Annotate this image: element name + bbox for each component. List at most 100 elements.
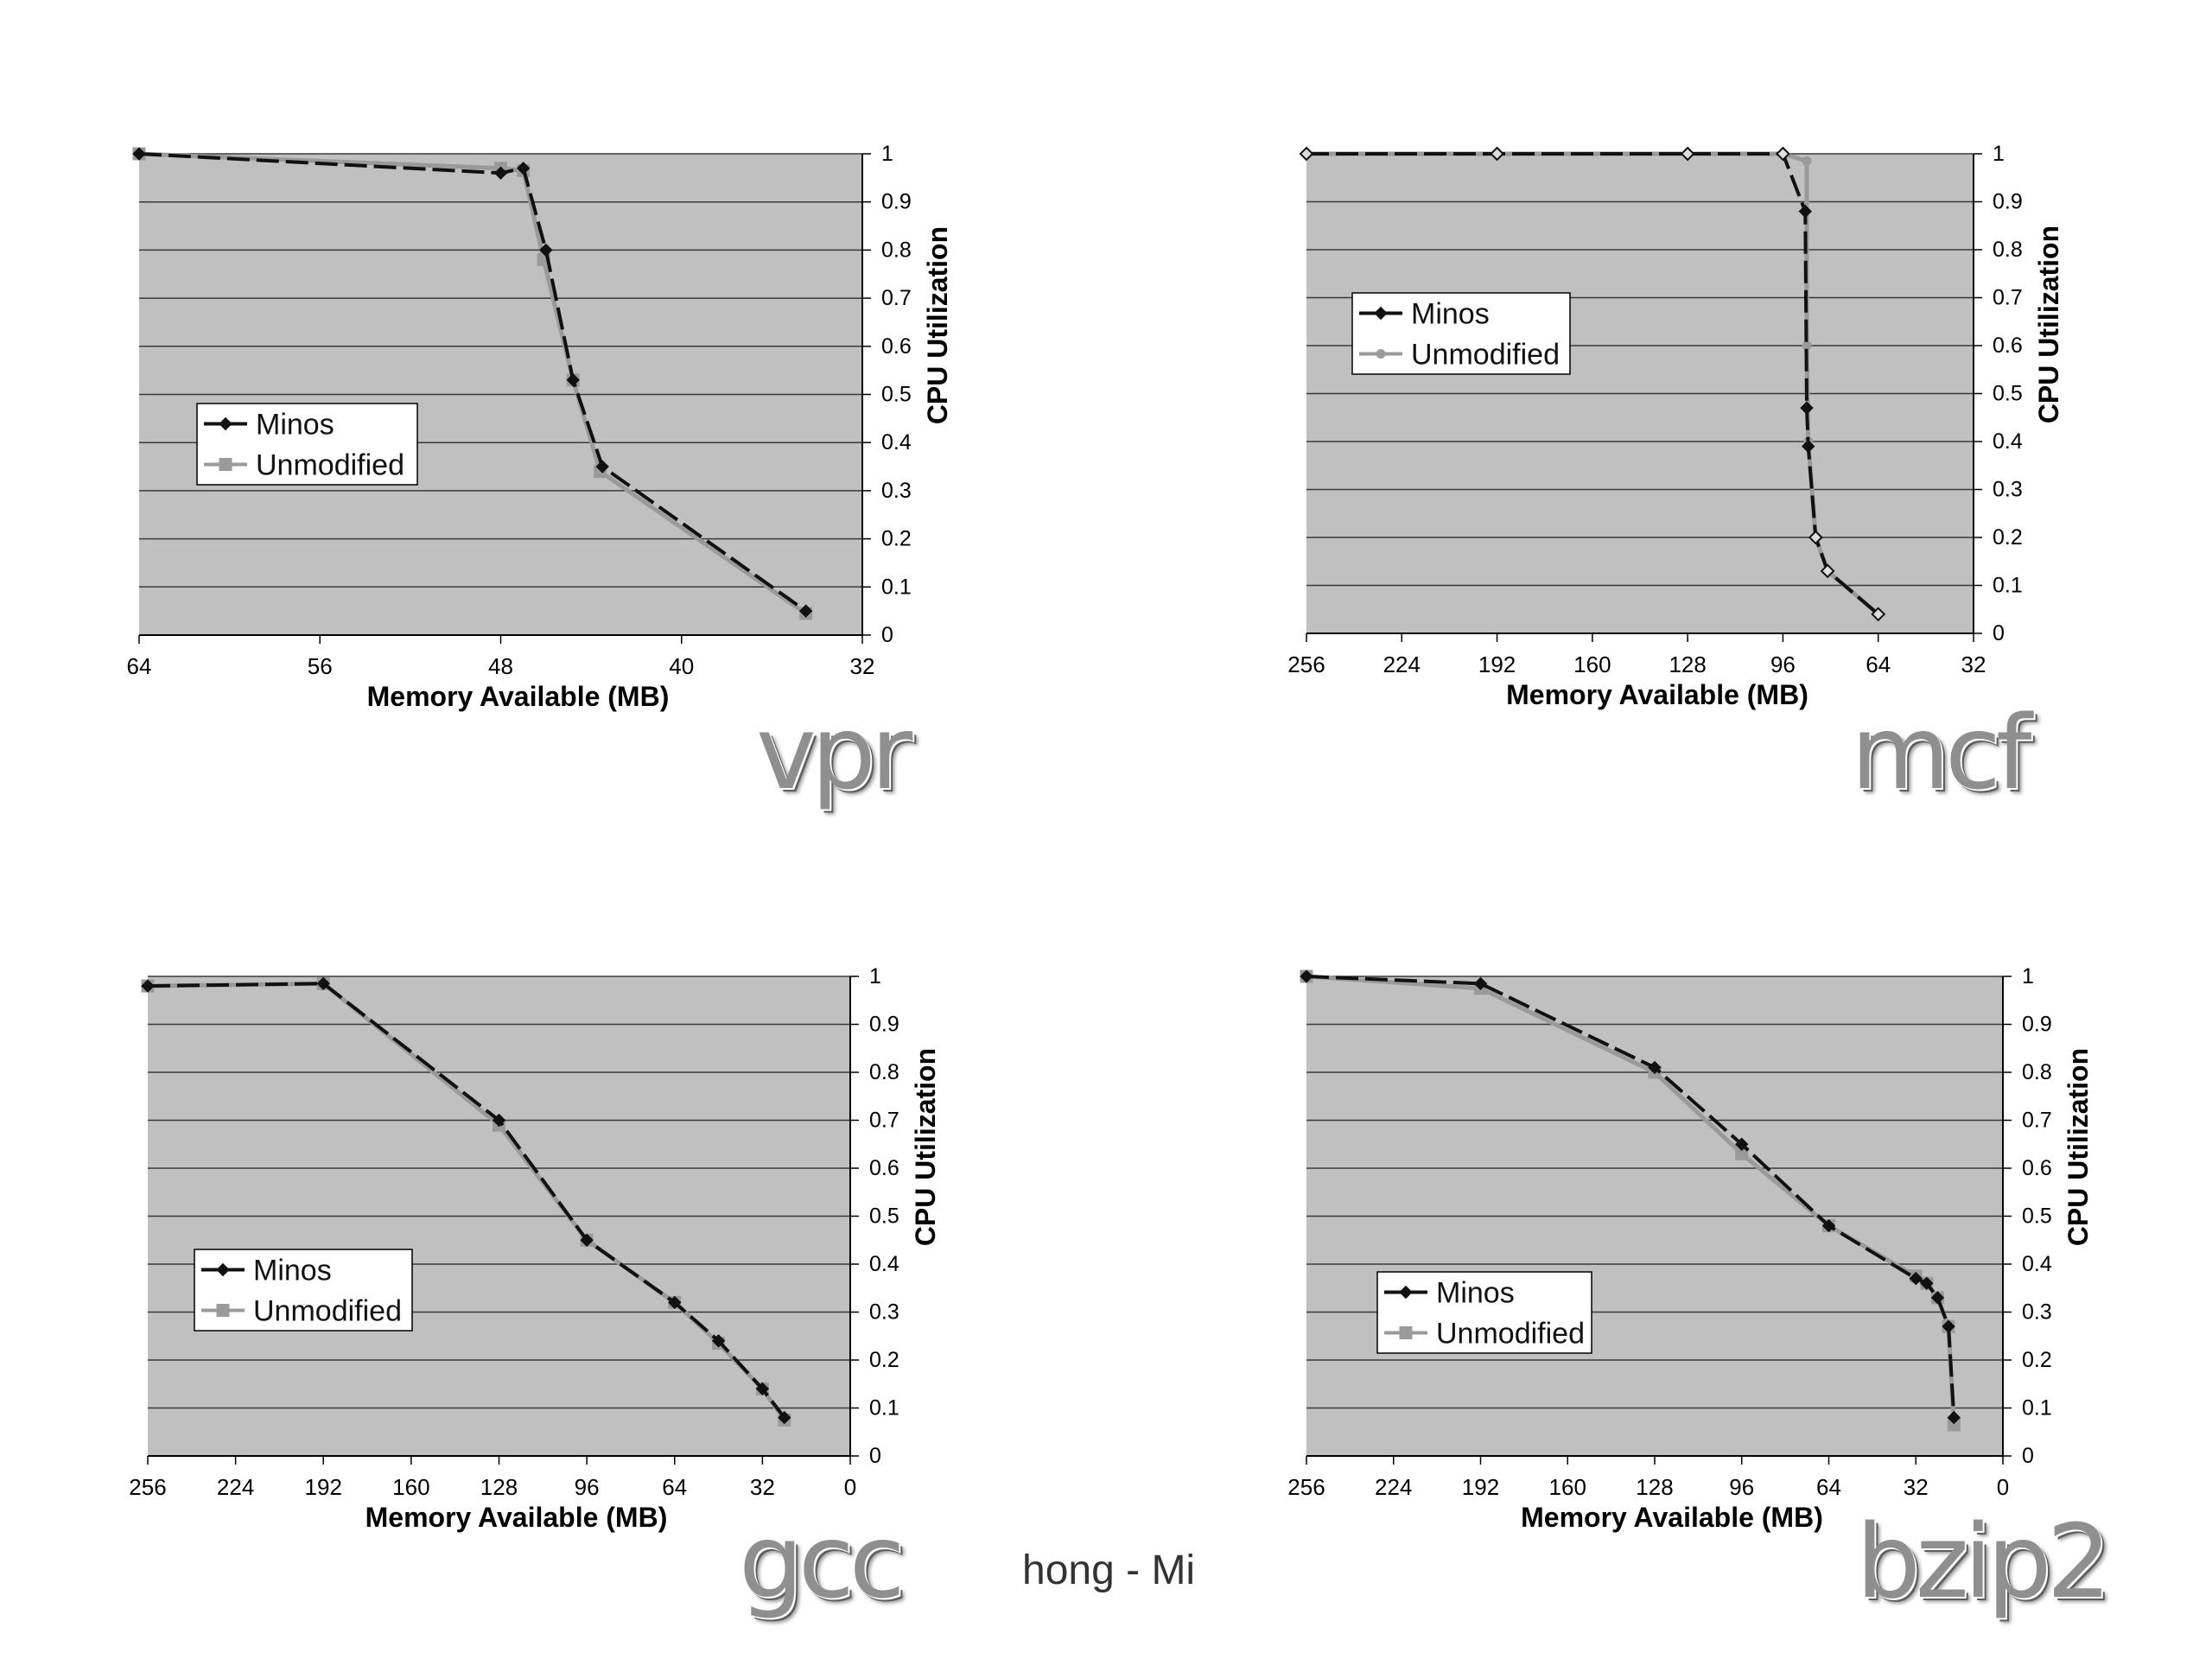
series-line-minos [1306, 975, 1956, 1418]
data-point [1299, 146, 1314, 162]
x-tick-label: 224 [217, 1474, 254, 1500]
data-point [492, 1113, 506, 1128]
y-axis-label: CPU Utilization [2063, 1048, 2094, 1246]
legend-label-unmodified: Unmodified [253, 1295, 402, 1328]
legend-label-minos: Minos [253, 1255, 332, 1287]
data-point [1802, 439, 1815, 454]
x-tick-label: 192 [305, 1474, 342, 1500]
legend-box [194, 1249, 413, 1332]
y-tick-label: 0.2 [1993, 525, 2023, 550]
y-tick-label: 0.7 [2022, 1109, 2052, 1133]
data-point [1920, 1276, 1934, 1290]
x-tick-label: 56 [308, 653, 333, 679]
data-point [493, 166, 508, 180]
data-point [566, 373, 580, 387]
legend-marker-unmodified [1376, 349, 1386, 359]
y-tick-label: 0 [881, 623, 893, 647]
x-axis-label: Memory Available (MB) [1521, 1502, 1823, 1533]
x-tick-label: 160 [1573, 652, 1611, 677]
y-tick-label: 0.7 [869, 1109, 899, 1133]
y-tick-label: 0.8 [2022, 1060, 2052, 1084]
x-axis-label: Memory Available (MB) [367, 681, 670, 712]
y-tick-label: 0.2 [869, 1348, 899, 1372]
x-tick-label: 128 [1636, 1474, 1673, 1500]
x-tick-label: 128 [480, 1474, 518, 1500]
x-tick-label: 64 [662, 1474, 687, 1500]
x-tick-label: 192 [1478, 652, 1516, 677]
x-tick-label: 64 [127, 653, 152, 679]
legend: Minos Unmodified [1376, 1271, 1592, 1354]
legend-label-unmodified: Unmodified [1411, 339, 1560, 372]
legend-marker-unmodified [1399, 1326, 1413, 1339]
x-tick-label: 32 [1904, 1474, 1929, 1500]
x-tick-label: 96 [1729, 1474, 1754, 1500]
data-point [1648, 1060, 1662, 1075]
data-point [778, 1410, 791, 1425]
x-tick-label: 224 [1375, 1474, 1412, 1500]
x-tick-label: 64 [1816, 1474, 1841, 1500]
benchmark-name-bzip2: bzip2 [1856, 1502, 2112, 1621]
y-tick-label: 0.9 [869, 1013, 899, 1037]
y-axis-label: CPU Utilization [922, 226, 953, 424]
legend-box [196, 403, 418, 486]
x-tick-label: 0 [844, 1474, 856, 1500]
data-point [132, 147, 146, 161]
y-tick-label: 0.4 [881, 430, 912, 454]
y-tick-label: 0.3 [881, 479, 912, 503]
y-tick-label: 0.2 [881, 527, 912, 551]
x-axis-label: Memory Available (MB) [1506, 679, 1808, 710]
series-line-minos [1306, 152, 1880, 616]
data-point [1490, 146, 1504, 162]
data-point [1808, 530, 1823, 545]
data-point [1473, 976, 1488, 991]
x-tick-label: 40 [669, 653, 694, 679]
y-tick-label: 1 [881, 142, 893, 166]
legend-label-unmodified: Unmodified [1436, 1318, 1585, 1351]
y-tick-label: 0 [869, 1444, 881, 1468]
y-tick-label: 0.3 [869, 1300, 899, 1325]
data-point [1821, 1218, 1836, 1233]
y-tick-label: 0.4 [869, 1252, 899, 1276]
x-tick-label: 32 [750, 1474, 775, 1500]
x-tick-label: 32 [850, 653, 875, 679]
x-tick-label: 160 [392, 1474, 429, 1500]
y-tick-label: 0.8 [1993, 238, 2023, 262]
y-tick-label: 0.6 [881, 334, 912, 359]
benchmark-name-gcc: gcc [739, 1502, 906, 1621]
y-tick-label: 0.4 [1993, 429, 2023, 454]
y-tick-label: 0.5 [869, 1205, 899, 1229]
legend: Minos Unmodified [1351, 292, 1571, 375]
y-tick-label: 0.9 [881, 190, 912, 214]
data-point [1776, 146, 1790, 162]
data-point [316, 976, 330, 991]
x-tick-label: 0 [1997, 1474, 2009, 1500]
legend-marker-minos [1374, 306, 1388, 321]
y-tick-label: 0.3 [2022, 1300, 2052, 1325]
data-point [1947, 1410, 1961, 1425]
y-tick-label: 0.3 [1993, 478, 2023, 502]
benchmark-name-mcf: mcf [1851, 693, 2031, 812]
x-tick-label: 256 [129, 1474, 166, 1500]
series-markers-minos [1300, 969, 1961, 1425]
data-point [1930, 1291, 1945, 1305]
legend-marker-unmodified [216, 1304, 230, 1317]
data-point [1680, 146, 1695, 162]
legend-marker-minos [219, 416, 232, 431]
data-point [595, 460, 609, 474]
x-tick-label: 256 [1287, 1474, 1325, 1500]
series-markers-minos [1299, 146, 1886, 622]
data-point [755, 1382, 770, 1396]
y-tick-label: 0.1 [1993, 574, 2023, 598]
y-tick-label: 0 [1993, 621, 2005, 645]
legend-box [1351, 292, 1571, 375]
legend-label-minos: Minos [1411, 298, 1490, 331]
data-point [1798, 204, 1812, 219]
x-tick-label: 96 [575, 1474, 600, 1500]
y-tick-label: 1 [1993, 142, 2005, 166]
x-tick-label: 128 [1669, 652, 1706, 677]
data-point [580, 1233, 594, 1247]
y-tick-label: 0.5 [1993, 382, 2023, 406]
y-tick-label: 0.8 [881, 238, 912, 262]
